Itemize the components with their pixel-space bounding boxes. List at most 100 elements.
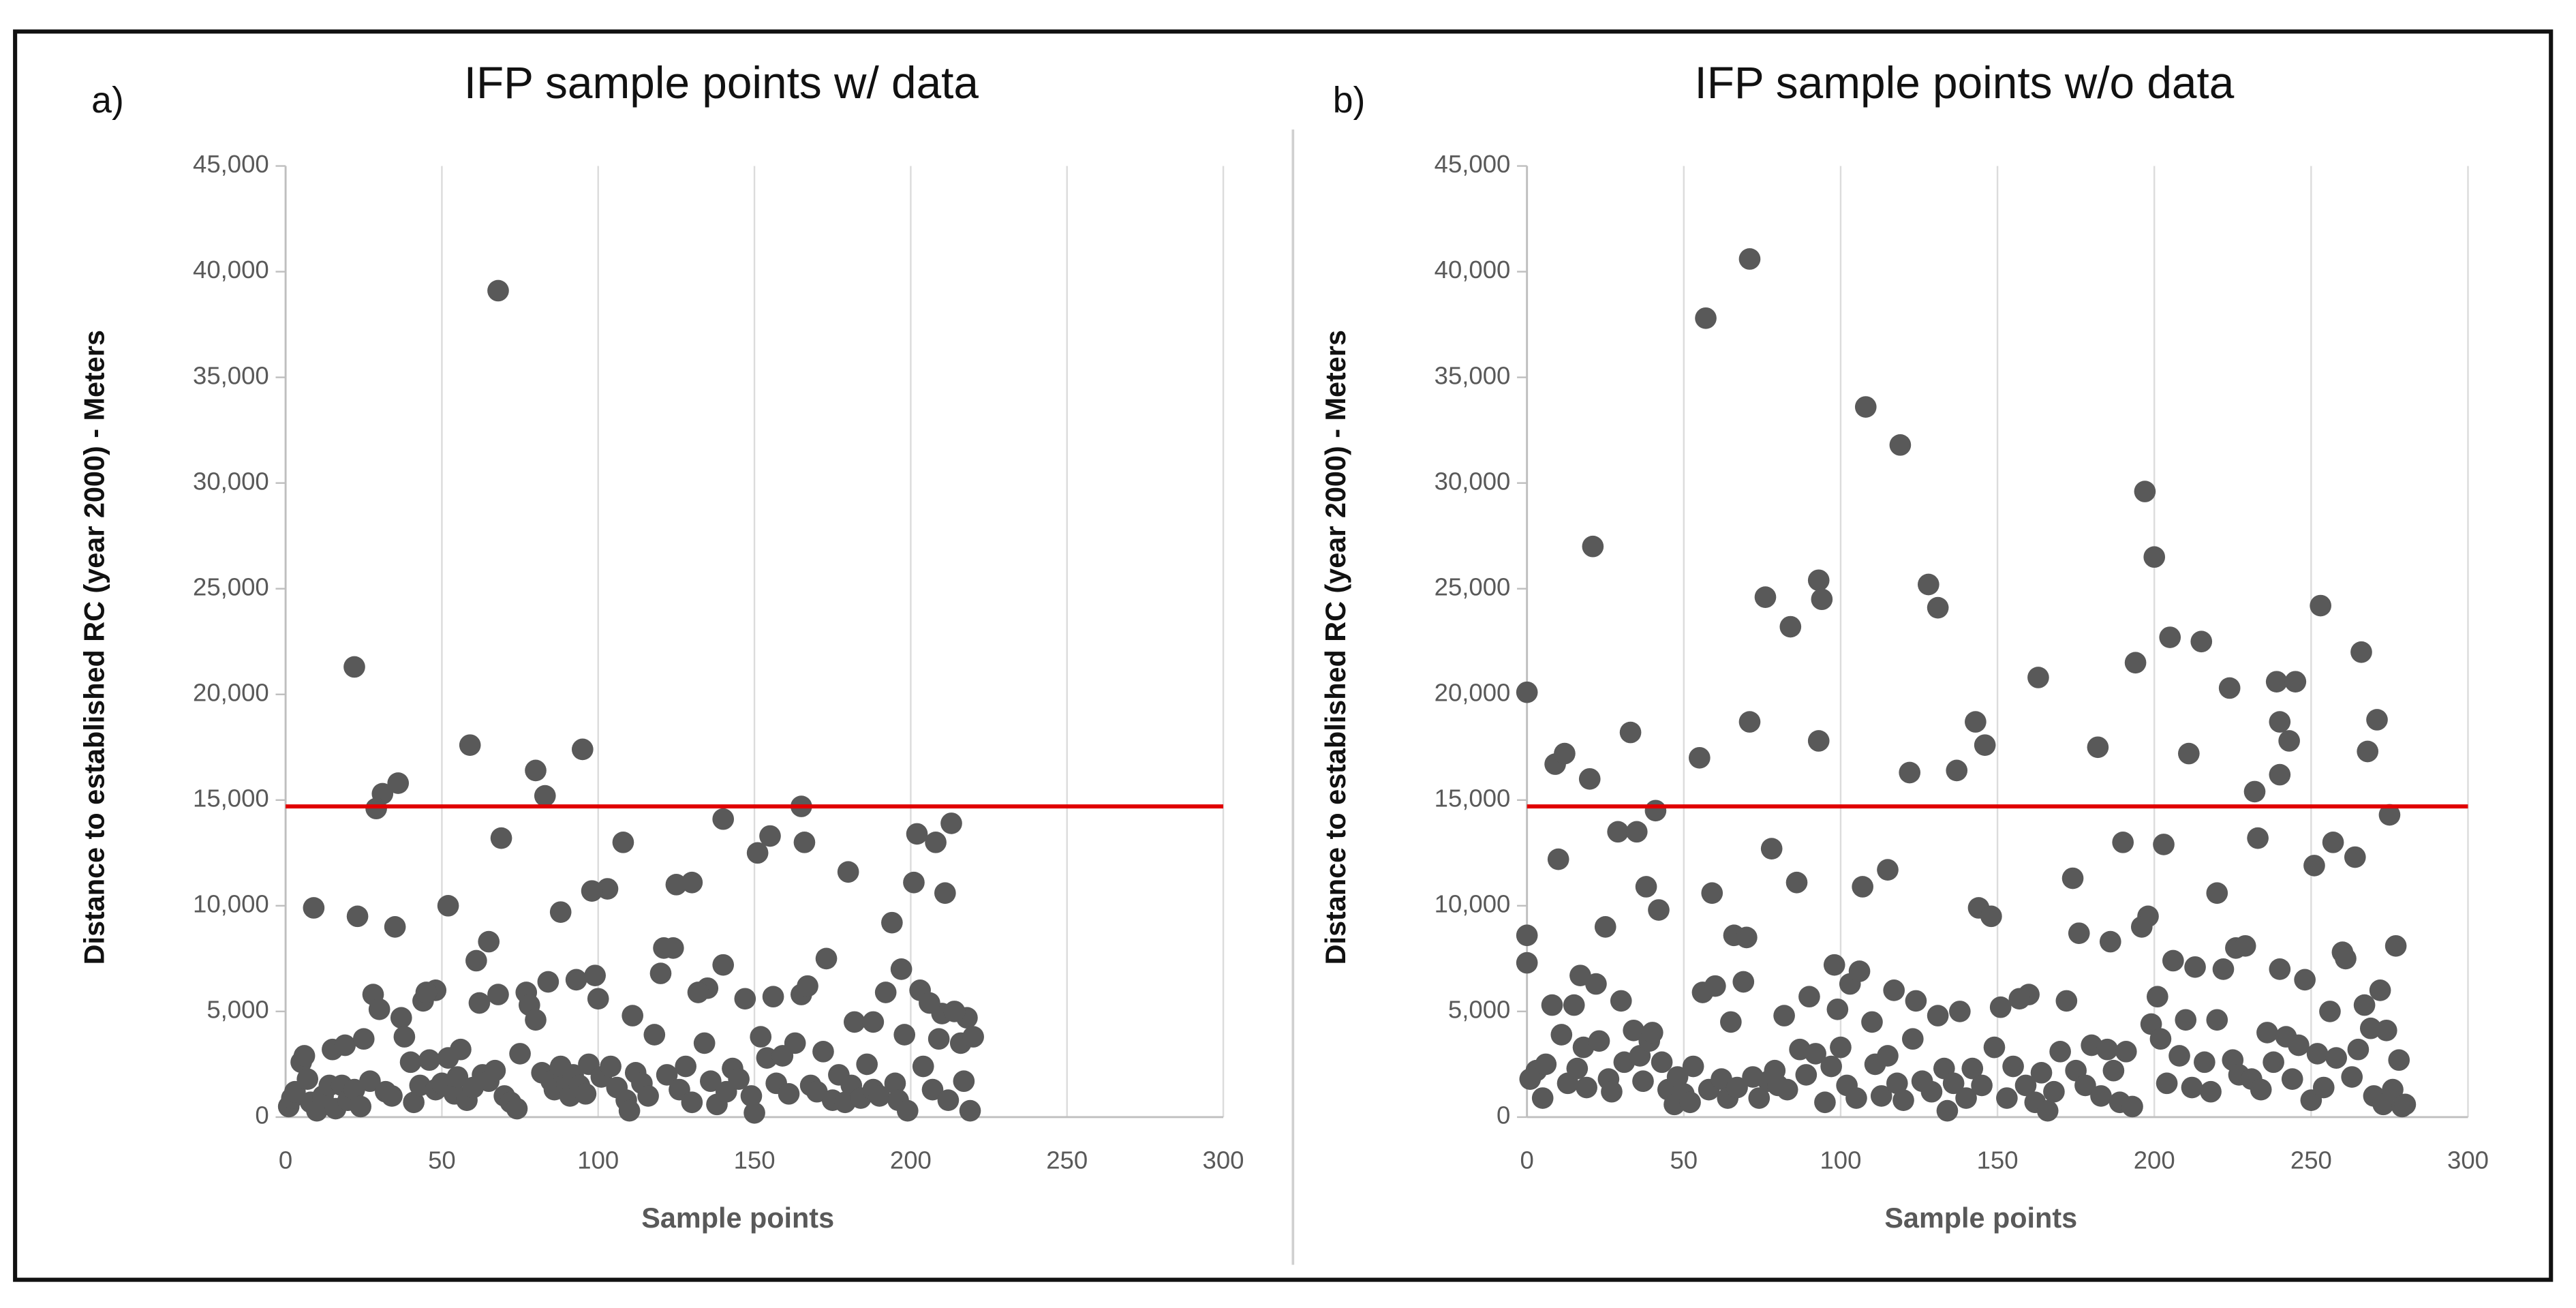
point <box>2256 1022 2278 1044</box>
point <box>2121 1095 2143 1118</box>
point <box>2265 671 2288 693</box>
point <box>837 861 859 883</box>
point <box>1949 1001 1971 1022</box>
point <box>1736 926 1758 949</box>
point <box>1861 1011 1883 1033</box>
point <box>2366 709 2388 731</box>
point <box>1823 954 1845 976</box>
point <box>1547 848 1569 870</box>
point <box>2178 742 2200 765</box>
point <box>343 656 365 678</box>
point <box>2153 834 2175 855</box>
point <box>2112 831 2134 853</box>
point <box>2218 677 2241 699</box>
point <box>2008 988 2031 1010</box>
point <box>2143 546 2166 568</box>
point <box>1826 998 1849 1020</box>
frame <box>13 29 2554 1282</box>
point <box>1920 1080 1943 1103</box>
x-tick-label: 300 <box>2447 1146 2489 1174</box>
point <box>862 1011 885 1033</box>
point <box>600 1055 622 1078</box>
point <box>884 1072 906 1095</box>
y-tick-label: 35,000 <box>193 361 269 389</box>
point <box>815 947 838 970</box>
point <box>612 831 634 853</box>
point <box>712 808 735 830</box>
point <box>1726 1076 1748 1099</box>
point <box>1554 742 1576 765</box>
point <box>2269 711 2291 733</box>
point <box>2284 671 2307 693</box>
point <box>893 1024 916 1046</box>
point <box>675 1055 696 1078</box>
point <box>2206 882 2228 904</box>
point <box>1980 905 2002 928</box>
point <box>468 992 491 1014</box>
point <box>293 1045 316 1067</box>
x-tick-label: 200 <box>2134 1146 2175 1174</box>
point <box>1732 971 1755 993</box>
point <box>1644 800 1667 822</box>
point <box>450 1038 472 1061</box>
point <box>912 1055 934 1078</box>
point <box>2159 626 2181 648</box>
point <box>881 911 903 934</box>
point <box>478 930 500 953</box>
y-tick-label: 40,000 <box>1435 256 1511 284</box>
point <box>856 1053 878 1076</box>
point <box>1965 711 1987 733</box>
point <box>2250 1078 2272 1101</box>
point <box>1535 1053 1557 1076</box>
x-tick-label: 300 <box>1203 1146 1244 1174</box>
point <box>1648 899 1670 921</box>
point <box>1971 1074 1993 1097</box>
point <box>2269 958 2291 980</box>
point <box>2184 956 2206 978</box>
point <box>1610 990 1632 1012</box>
point <box>446 1066 469 1088</box>
point <box>1927 596 1949 619</box>
point <box>1807 569 1830 592</box>
point <box>2194 1051 2215 1074</box>
point <box>2168 1045 2190 1067</box>
point <box>797 975 818 997</box>
x-axis-label: Sample points <box>641 1202 834 1234</box>
y-tick-label: 30,000 <box>1435 467 1511 495</box>
point <box>687 982 709 1003</box>
point <box>484 1059 506 1082</box>
point <box>1785 871 1808 894</box>
point <box>759 825 781 847</box>
point <box>665 874 688 896</box>
point <box>2162 949 2184 972</box>
point <box>1883 979 1905 1001</box>
point <box>750 1026 772 1048</box>
point <box>584 964 606 987</box>
point <box>1877 859 1899 881</box>
chart-title: IFP sample points w/o data <box>1694 57 2234 108</box>
point <box>2247 827 2269 849</box>
y-tick-label: 10,000 <box>193 889 269 917</box>
point <box>1946 759 1968 782</box>
chart-title: IFP sample points w/ data <box>464 57 979 108</box>
point <box>903 871 925 894</box>
point <box>1814 1091 1836 1114</box>
point <box>746 842 769 864</box>
point <box>1666 1066 1689 1088</box>
point <box>393 1026 416 1048</box>
point <box>937 1089 960 1111</box>
point <box>925 831 947 853</box>
point <box>2212 958 2235 980</box>
point <box>649 962 672 984</box>
point <box>2175 1009 2197 1031</box>
point <box>940 812 962 834</box>
x-tick-label: 50 <box>1670 1146 1698 1174</box>
point <box>681 1091 703 1114</box>
point <box>490 827 512 849</box>
y-tick-label: 0 <box>255 1101 269 1129</box>
point <box>2061 867 2084 889</box>
point <box>943 1001 966 1022</box>
x-tick-label: 0 <box>1520 1146 1534 1174</box>
point <box>2335 947 2357 970</box>
point <box>1974 734 1996 757</box>
